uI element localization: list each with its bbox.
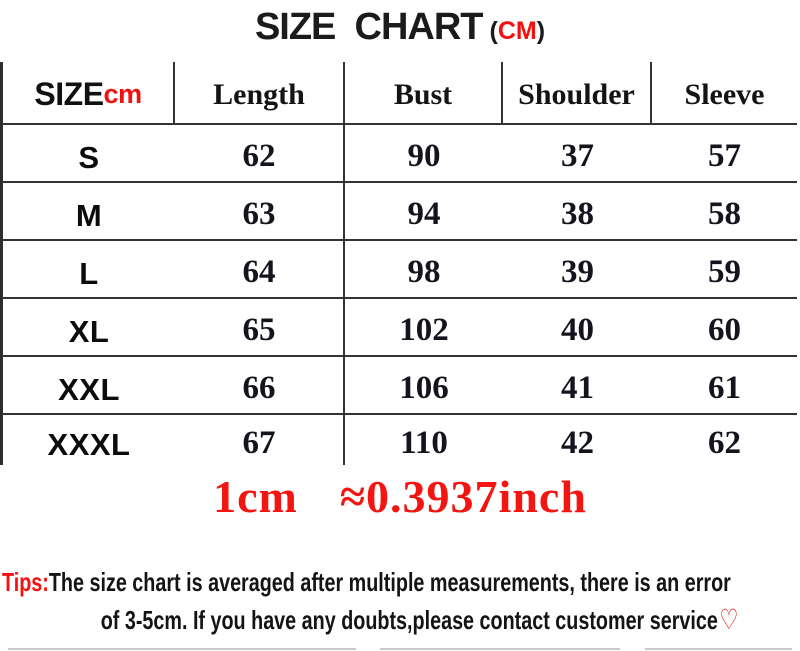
cell-bust: 106	[399, 370, 449, 406]
bottom-divider-segment	[380, 648, 620, 650]
cell-length: 66	[175, 357, 345, 413]
cell-sleeve: 62	[708, 425, 741, 461]
cell-shoulder: 42	[561, 425, 594, 461]
cell-shoulder: 38	[561, 196, 594, 232]
page-title: SIZE CHART (CM)	[0, 6, 800, 49]
title-unit-cm: CM	[497, 17, 537, 45]
cell-bust: 90	[407, 138, 441, 174]
table-row-m: M 63 94 38 58	[3, 183, 797, 241]
conversion-cm: 1cm	[213, 471, 298, 522]
cell-length: 64	[175, 241, 345, 297]
table-row-xl: XL 65 102 40 60	[3, 299, 797, 357]
cell-shoulder: 39	[561, 254, 594, 290]
tips-line-1: Tips:The size chart is averaged after mu…	[2, 567, 731, 598]
table-row-l: L 64 98 39 59	[3, 241, 797, 299]
tips-line-2-wrap: of 3-5cm. If you have any doubts,please …	[0, 603, 800, 636]
cell-bust: 94	[407, 196, 441, 232]
header-size-label: SIZE	[34, 76, 104, 112]
cell-length: 62	[175, 125, 345, 181]
cell-bust: 98	[407, 254, 441, 290]
cell-bust: 102	[399, 312, 449, 348]
title-unit-open: (	[489, 17, 498, 45]
cell-length: 63	[175, 183, 345, 239]
cell-size: XL	[68, 314, 110, 349]
header-cell-length: Length	[175, 62, 345, 123]
cell-length: 65	[175, 299, 345, 355]
cell-sleeve: 60	[708, 312, 741, 348]
table-row-xxxl: XXXL 67 110 42 62	[3, 415, 797, 465]
header-cell-sleeve: Sleeve	[684, 77, 765, 111]
cell-length: 67	[175, 415, 345, 465]
title-unit: (CM)	[490, 17, 546, 45]
size-chart-table: SIZE cm Length Bust Shoulder Sleeve S 62 …	[0, 62, 797, 465]
bottom-divider-segment	[8, 648, 356, 650]
tips-text-1: The size chart is averaged after multipl…	[48, 567, 731, 597]
tips-label: Tips:	[2, 567, 49, 597]
header-cell-size: SIZE cm	[3, 62, 175, 123]
header-cell-bust: Bust	[345, 62, 503, 123]
cell-shoulder: 40	[561, 312, 594, 348]
heart-icon: ♡	[719, 604, 739, 635]
cell-sleeve: 61	[708, 370, 741, 406]
cell-size: XXL	[58, 372, 120, 407]
conversion-inch: ≈0.3937inch	[339, 471, 587, 522]
tips-line-2: of 3-5cm. If you have any doubts,please …	[101, 603, 739, 636]
cell-size: S	[78, 140, 100, 175]
cell-size: XXXL	[47, 427, 131, 462]
table-row-s: S 62 90 37 57	[3, 125, 797, 183]
title-main: SIZE CHART	[254, 6, 484, 48]
conversion-note: 1cm ≈0.3937inch	[0, 470, 800, 523]
cell-sleeve: 59	[708, 254, 741, 290]
header-size-unit: cm	[103, 79, 143, 109]
cell-size: M	[75, 198, 103, 233]
cell-size: L	[79, 256, 99, 291]
cell-shoulder: 41	[561, 370, 594, 406]
title-unit-close: )	[536, 17, 546, 45]
cell-sleeve: 58	[708, 196, 741, 232]
header-cell-shoulder: Shoulder	[503, 62, 652, 123]
cell-shoulder: 37	[561, 138, 594, 174]
tips-text-2: of 3-5cm. If you have any doubts,please …	[100, 605, 718, 635]
bottom-divider-segment	[645, 648, 792, 650]
cell-bust: 110	[400, 425, 448, 461]
table-header-row: SIZE cm Length Bust Shoulder Sleeve	[3, 62, 797, 125]
cell-sleeve: 57	[708, 138, 741, 174]
table-row-xxl: XXL 66 106 41 61	[3, 357, 797, 415]
